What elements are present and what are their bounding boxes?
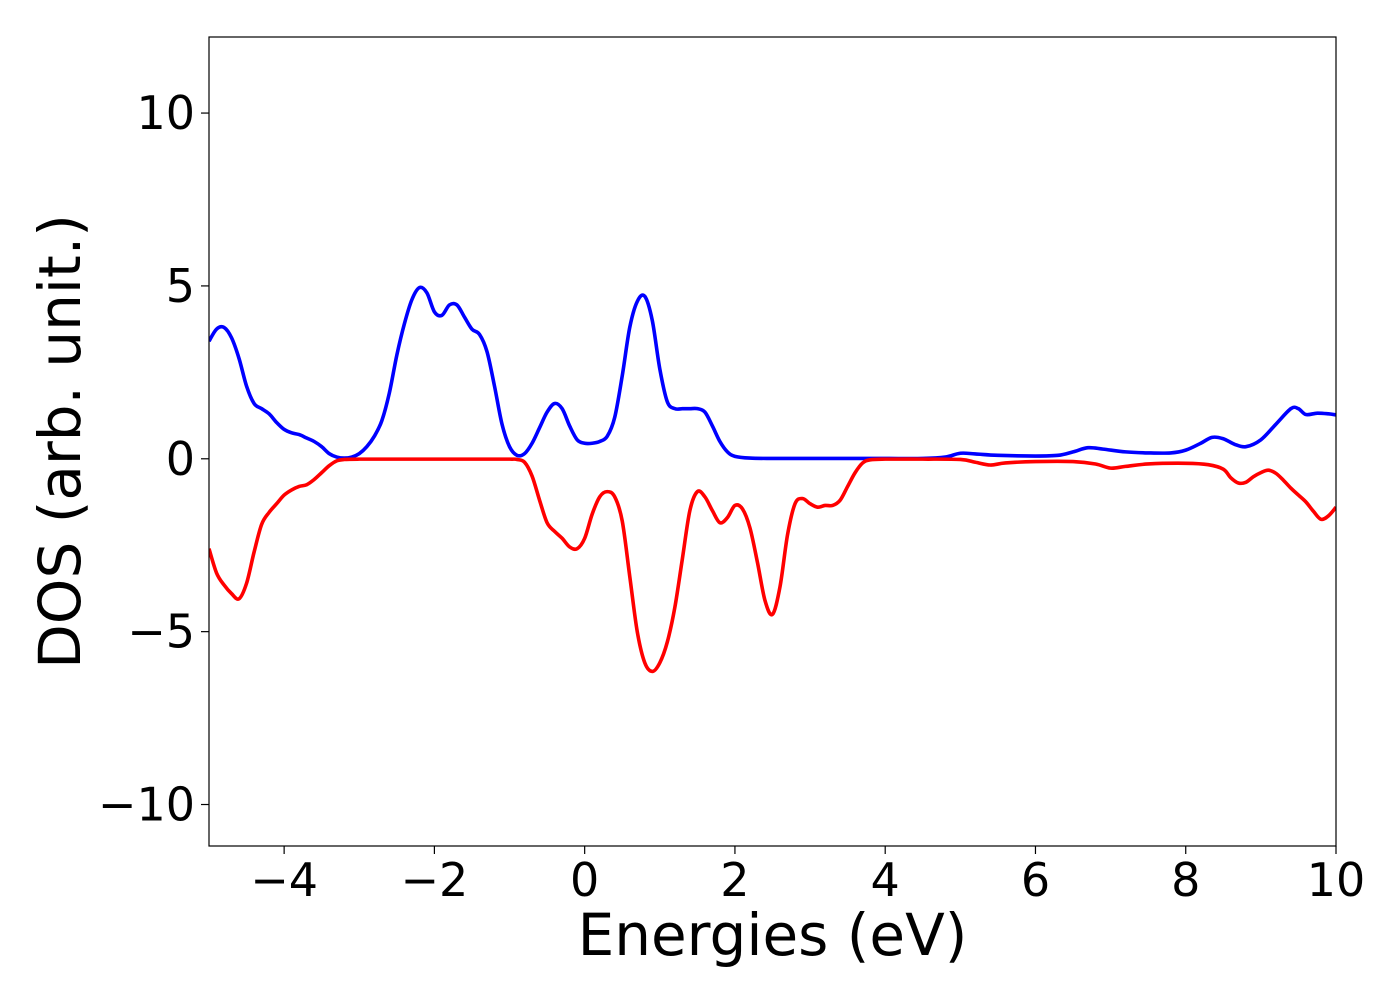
x-tick-label: 10 [1307, 853, 1366, 907]
x-tick-label: 8 [1171, 853, 1200, 907]
x-tick-label: −4 [250, 853, 318, 907]
x-tick-label: 4 [871, 853, 900, 907]
y-tick-label: 10 [136, 86, 195, 140]
plot-area [209, 285, 1336, 674]
y-axis-title: DOS (arb. unit.) [26, 214, 94, 669]
axis-ticks: −4 −2 0 2 4 6 8 10 −10 −5 0 5 10 [98, 86, 1365, 907]
y-tick-label: 0 [166, 432, 195, 486]
x-tick-label: −2 [400, 853, 468, 907]
x-tick-label: 6 [1021, 853, 1050, 907]
plot-frame [208, 36, 1337, 847]
x-tick-label: 0 [570, 853, 599, 907]
y-tick-label: −10 [98, 778, 195, 832]
y-tick-label: 5 [166, 259, 195, 313]
y-tick-label: −5 [127, 605, 195, 659]
series-line-1 [209, 285, 1336, 461]
series-line-2 [209, 457, 1336, 674]
x-axis-title: Energies (eV) [578, 901, 968, 969]
x-tick-label: 2 [720, 853, 749, 907]
